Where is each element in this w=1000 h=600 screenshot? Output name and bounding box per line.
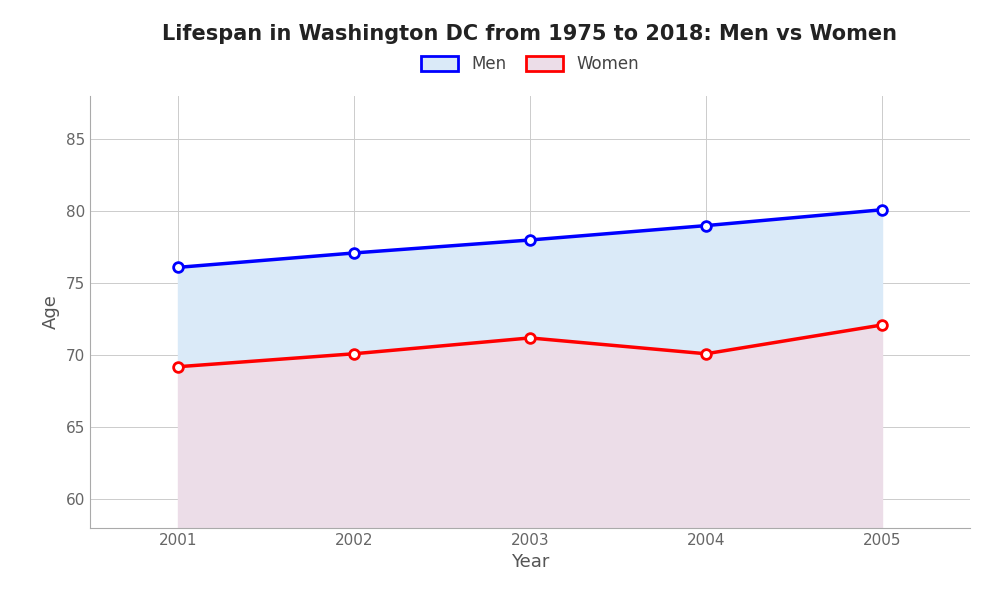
Y-axis label: Age: Age	[42, 295, 60, 329]
X-axis label: Year: Year	[511, 553, 549, 571]
Legend: Men, Women: Men, Women	[414, 48, 646, 80]
Title: Lifespan in Washington DC from 1975 to 2018: Men vs Women: Lifespan in Washington DC from 1975 to 2…	[162, 25, 898, 44]
